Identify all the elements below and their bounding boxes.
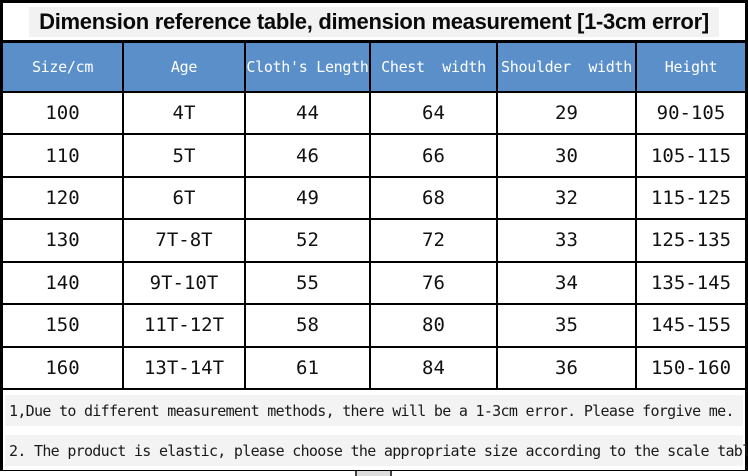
table-cell: 58: [246, 305, 371, 346]
table-cell: 150: [3, 305, 124, 346]
table-cell: 33: [498, 220, 637, 261]
table-cell: 110: [3, 135, 124, 176]
table-cell: 115-125: [650, 187, 732, 210]
cropped-row-fragment: [355, 471, 392, 476]
table-cell: 160: [3, 347, 124, 388]
table-cell: 30: [498, 135, 637, 176]
table-row: 130 7T-8T 52 72 33 125-135: [3, 218, 745, 261]
table-cell: 100: [3, 93, 124, 134]
table-header-row: Size/cm Age Cloth's Length Chest width S…: [3, 43, 745, 91]
table-cell: 44: [246, 93, 371, 134]
table-cell: 140: [3, 262, 124, 304]
table-cell: 4T: [124, 93, 246, 134]
table-cell: 150-160: [650, 356, 732, 379]
table-row: 150 11T-12T 58 80 35 145-155: [3, 303, 745, 346]
table-cell: 36: [498, 347, 637, 388]
table-cell: 29: [498, 93, 637, 134]
table-cell: 80: [371, 305, 498, 346]
table-cell: 6T: [124, 177, 246, 219]
table-cell: 52: [246, 220, 371, 261]
table-row: 110 5T 46 66 30 105-115: [3, 133, 745, 176]
table-cell: 64: [371, 93, 498, 134]
note-row: 2. The product is elastic, please choose…: [3, 430, 748, 470]
table-cell: 35: [498, 305, 637, 346]
table-cell: 145-155: [650, 314, 732, 337]
table-cell: 84: [371, 347, 498, 388]
table-cell: 55: [246, 262, 371, 304]
title-bar: Dimension reference table, dimension mea…: [3, 3, 745, 43]
header-cell-cloth-length: Cloth's Length: [246, 43, 371, 91]
table-cell: 61: [246, 347, 371, 388]
table-cell: 13T-14T: [124, 347, 246, 388]
table-cell: 76: [371, 262, 498, 304]
page-title: Dimension reference table, dimension mea…: [29, 6, 719, 37]
note-strip: 1,Due to different measurement methods, …: [5, 395, 743, 426]
table-row: 120 6T 49 68 32 115-125: [3, 175, 745, 219]
note-text: 2. The product is elastic, please choose…: [9, 441, 748, 460]
header-cell-age: Age: [124, 43, 246, 91]
table-cell: 125-135: [650, 229, 732, 252]
notes-section: 1,Due to different measurement methods, …: [3, 388, 748, 470]
table-cell: 11T-12T: [124, 305, 246, 346]
table-cell: 9T-10T: [124, 262, 246, 304]
table-cell: 7T-8T: [124, 220, 246, 261]
header-cell-height: Height: [664, 58, 718, 76]
table-cell: 130: [3, 220, 124, 261]
table-cell: 120: [3, 177, 124, 219]
table-cell: 90-105: [656, 102, 726, 125]
header-cell-shoulder-width: Shoulder width: [498, 43, 637, 91]
header-cell-chest-width: Chest width: [371, 43, 498, 91]
table-cell: 68: [371, 177, 498, 219]
note-strip: 2. The product is elastic, please choose…: [5, 435, 748, 466]
table-cell: 49: [246, 177, 371, 219]
note-row: 1,Due to different measurement methods, …: [3, 390, 745, 430]
table-row: 140 9T-10T 55 76 34 135-145: [3, 260, 745, 304]
table-cell: 5T: [124, 135, 246, 176]
table-cell: 72: [371, 220, 498, 261]
note-text: 1,Due to different measurement methods, …: [9, 401, 734, 420]
header-cell-size: Size/cm: [3, 43, 124, 91]
table-row: 160 13T-14T 61 84 36 150-160: [3, 345, 745, 388]
table-cell: 105-115: [650, 144, 732, 167]
table-cell: 135-145: [650, 271, 732, 294]
table-body: 100 4T 44 64 29 90-105 110 5T 46 66 30 1…: [3, 91, 745, 388]
table-cell: 34: [498, 262, 637, 304]
table-cell: 46: [246, 135, 371, 176]
table-cell: 32: [498, 177, 637, 219]
table-row: 100 4T 44 64 29 90-105: [3, 91, 745, 134]
table-cell: 66: [371, 135, 498, 176]
